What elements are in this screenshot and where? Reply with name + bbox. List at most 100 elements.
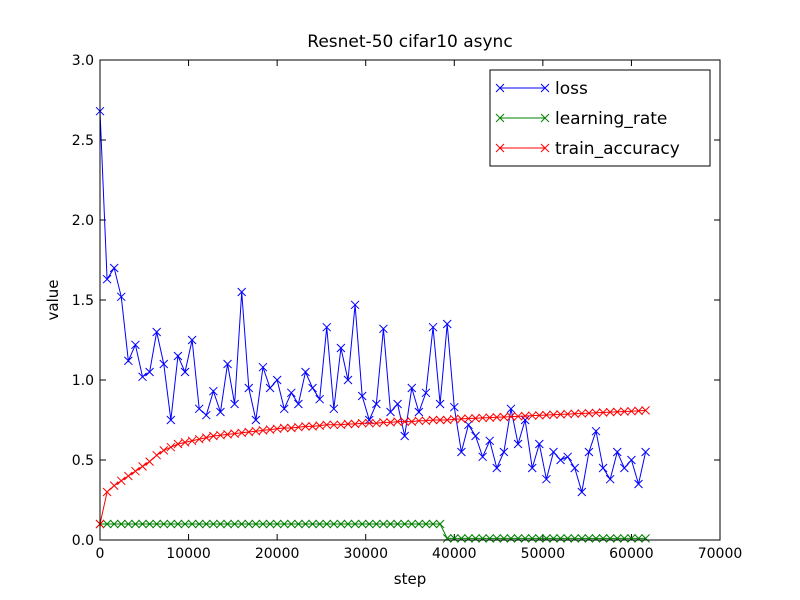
x-tick-label: 30000 xyxy=(343,546,388,562)
data-point xyxy=(414,416,424,426)
data-point xyxy=(513,411,523,421)
data-point xyxy=(598,408,608,417)
y-tick-label: 1.5 xyxy=(72,293,94,309)
data-point xyxy=(187,335,197,345)
data-point xyxy=(435,415,445,425)
data-point xyxy=(428,415,438,425)
data-point xyxy=(180,438,190,447)
data-point xyxy=(407,417,417,426)
data-point xyxy=(329,420,339,430)
data-point xyxy=(230,429,239,438)
data-point xyxy=(421,416,431,426)
legend-marker xyxy=(495,83,550,93)
data-point xyxy=(400,417,410,426)
data-point xyxy=(513,439,523,449)
data-point xyxy=(138,462,147,471)
data-point xyxy=(478,534,487,543)
data-point xyxy=(237,428,247,438)
data-point xyxy=(265,383,275,393)
data-point xyxy=(400,519,410,529)
data-point xyxy=(265,519,275,529)
data-point xyxy=(152,327,162,337)
data-point xyxy=(343,419,353,429)
data-point xyxy=(286,423,296,433)
data-point xyxy=(379,418,388,427)
data-point xyxy=(584,447,594,457)
data-point xyxy=(159,446,169,455)
data-point xyxy=(145,367,154,377)
data-point xyxy=(471,413,480,423)
data-point xyxy=(201,433,211,442)
data-point xyxy=(180,367,190,377)
data-point xyxy=(612,407,622,417)
data-point xyxy=(556,455,565,465)
data-point xyxy=(357,418,367,428)
data-point xyxy=(534,411,544,420)
data-point xyxy=(563,452,573,462)
data-point xyxy=(364,519,374,529)
data-point xyxy=(308,383,317,393)
data-point xyxy=(549,447,558,457)
data-point xyxy=(357,391,367,401)
data-point xyxy=(357,519,367,529)
data-point xyxy=(180,519,190,529)
data-point xyxy=(194,404,204,414)
data-point xyxy=(123,519,133,529)
data-point xyxy=(584,534,594,543)
data-point xyxy=(506,534,516,543)
data-point xyxy=(556,534,565,543)
data-point xyxy=(159,359,169,369)
data-point xyxy=(209,386,218,396)
data-point xyxy=(612,447,622,457)
data-point xyxy=(506,404,516,414)
y-axis-label: value xyxy=(44,280,62,321)
data-point xyxy=(577,534,587,543)
legend-marker xyxy=(495,143,550,153)
data-point xyxy=(336,343,346,353)
data-point xyxy=(116,519,126,529)
data-point xyxy=(570,534,580,543)
data-point xyxy=(216,519,225,529)
data-point xyxy=(315,394,325,404)
data-point xyxy=(315,519,325,529)
data-point xyxy=(272,519,282,529)
data-point xyxy=(301,519,310,529)
data-point xyxy=(131,519,140,529)
data-point xyxy=(485,436,495,446)
x-tick-label: 60000 xyxy=(609,546,654,562)
data-point xyxy=(591,408,601,418)
data-point xyxy=(591,426,601,436)
data-point xyxy=(435,519,445,529)
data-point xyxy=(634,479,643,489)
data-point xyxy=(166,519,176,529)
data-point xyxy=(492,463,502,473)
legend-label: learning_rate xyxy=(555,109,667,129)
data-point xyxy=(485,534,495,543)
data-point xyxy=(598,463,608,473)
data-point xyxy=(534,534,544,543)
chart-title: Resnet-50 cifar10 async xyxy=(307,32,512,52)
data-point xyxy=(549,534,558,543)
data-point xyxy=(478,452,487,462)
data-point xyxy=(471,534,480,543)
data-point xyxy=(619,463,629,473)
data-point xyxy=(506,412,516,421)
data-point xyxy=(464,534,473,543)
data-point xyxy=(109,519,119,529)
data-point xyxy=(116,476,126,486)
data-point xyxy=(520,411,530,421)
data-point xyxy=(109,263,119,273)
data-point xyxy=(173,439,183,449)
data-point xyxy=(159,519,169,529)
data-point xyxy=(152,519,162,529)
data-point xyxy=(279,404,289,414)
data-point xyxy=(499,534,509,543)
data-point xyxy=(449,414,459,424)
data-point xyxy=(201,410,211,420)
data-point xyxy=(542,534,551,543)
data-point xyxy=(244,519,254,529)
data-point xyxy=(123,356,133,366)
data-point xyxy=(209,431,218,441)
x-tick-label: 0 xyxy=(96,546,105,562)
data-point xyxy=(123,471,133,481)
